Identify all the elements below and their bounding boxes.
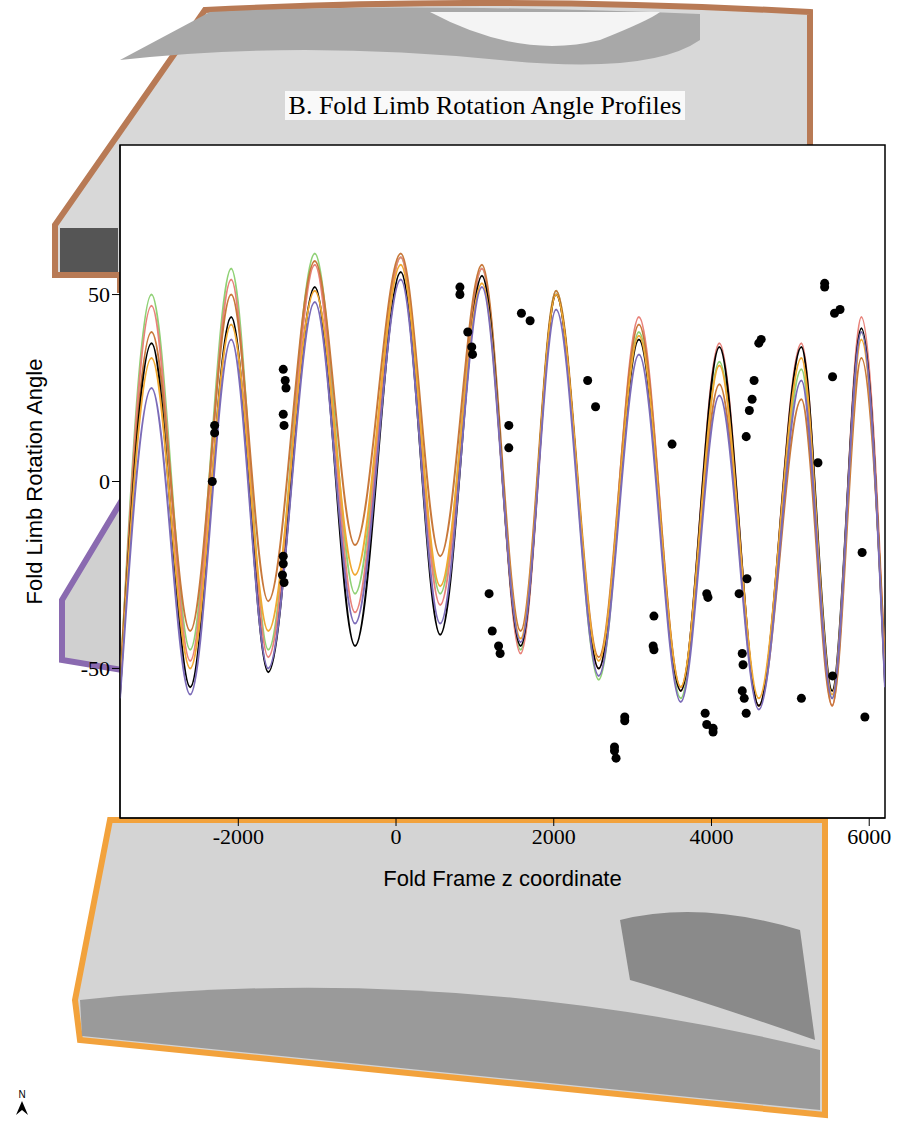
svg-text:6000: 6000 (847, 824, 891, 849)
svg-text:0: 0 (99, 469, 110, 494)
svg-text:Fold Frame z coordinate: Fold Frame z coordinate (383, 866, 621, 891)
svg-text:50: 50 (88, 282, 110, 307)
svg-text:0: 0 (391, 824, 402, 849)
svg-text:Fold Limb Rotation Angle: Fold Limb Rotation Angle (22, 359, 47, 605)
svg-text:4000: 4000 (689, 824, 733, 849)
svg-text:-2000: -2000 (213, 824, 264, 849)
svg-text:2000: 2000 (532, 824, 576, 849)
html-text:B. Fold Limb Rotation Angle Pr: B. Fold Limb Rotation Angle Profiles (288, 91, 682, 120)
svg-text:-50: -50 (81, 656, 110, 681)
svg-text:N: N (18, 1089, 25, 1100)
